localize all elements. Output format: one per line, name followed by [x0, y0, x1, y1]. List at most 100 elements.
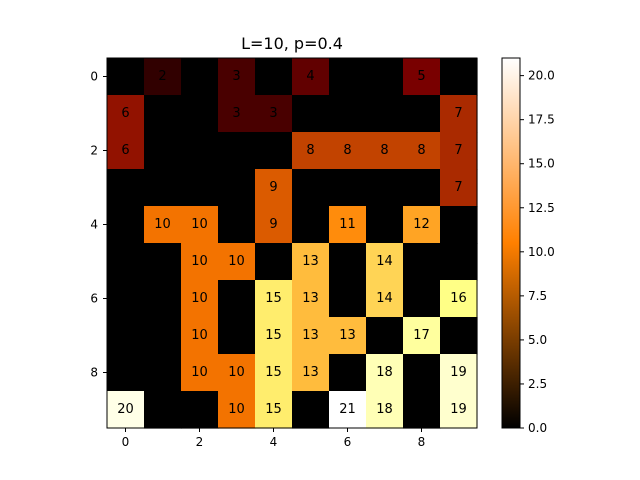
heatmap-cell: [403, 95, 441, 133]
heatmap-cell: [107, 58, 145, 96]
cell-value-label: 9: [269, 217, 277, 232]
colorbar-tick-label: 12.5: [528, 201, 555, 215]
x-axis: 0 2 4 6 8: [122, 428, 426, 449]
heatmap-cell: [144, 206, 182, 244]
heatmap-cell: [292, 58, 330, 96]
heatmap-cell: [181, 169, 219, 207]
y-axis: 0 2 4 6 8: [90, 70, 107, 380]
heatmap-cell: [218, 243, 256, 281]
heatmap-cell: [366, 58, 404, 96]
heatmap-cell: [366, 317, 404, 355]
heatmap-cell: [255, 280, 293, 318]
heatmap-cell: [440, 95, 478, 133]
heatmap-cell: [255, 354, 293, 392]
heatmap-cell: [403, 58, 441, 96]
cell-value-label: 19: [450, 402, 467, 417]
heatmap-cell: [218, 280, 256, 318]
heatmap-cell: [329, 206, 367, 244]
cell-value-label: 3: [232, 69, 240, 84]
cell-value-label: 18: [376, 402, 393, 417]
heatmap-labels: 2 3 4 5 6 3 3 7 6 8 8 8 8 7 9 7 10 10 9 11 12 10 10 13 14 10 15 13 1…: [117, 69, 467, 417]
heatmap-cell: [366, 169, 404, 207]
x-tick-label: 2: [196, 435, 204, 449]
heatmap-cell: [292, 206, 330, 244]
heatmap-cell: [181, 132, 219, 170]
heatmap-cell: [329, 58, 367, 96]
heatmap-cell: [107, 206, 145, 244]
cell-value-label: 8: [380, 143, 388, 158]
heatmap-cell: [366, 243, 404, 281]
heatmap-cell: [107, 95, 145, 133]
cell-value-label: 10: [191, 217, 208, 232]
heatmap-cell: [403, 280, 441, 318]
colorbar-tick-label: 20.0: [528, 69, 555, 83]
heatmap-cell: [329, 391, 367, 429]
colorbar-tick-label: 0.0: [528, 421, 547, 435]
heatmap-cell: [403, 243, 441, 281]
y-tick-label: 0: [90, 70, 98, 84]
heatmap-cell: [107, 354, 145, 392]
heatmap-cell: [255, 243, 293, 281]
heatmap-cell: [366, 391, 404, 429]
heatmap-cell: [107, 317, 145, 355]
heatmap-cell: [218, 354, 256, 392]
cell-value-label: 16: [450, 291, 467, 306]
cell-value-label: 9: [269, 180, 277, 195]
heatmap-cell: [144, 317, 182, 355]
cell-value-label: 7: [454, 180, 462, 195]
cell-value-label: 10: [154, 217, 171, 232]
cell-value-label: 14: [376, 254, 393, 269]
cell-value-label: 8: [306, 143, 314, 158]
heatmap-cell: [292, 132, 330, 170]
x-tick-label: 8: [418, 435, 426, 449]
heatmap-cell: [107, 132, 145, 170]
heatmap-cell: [292, 317, 330, 355]
heatmap-cell: [181, 317, 219, 355]
heatmap-cell: [329, 280, 367, 318]
heatmap-cell: [181, 391, 219, 429]
cell-value-label: 11: [339, 217, 356, 232]
heatmap-cell: [144, 58, 182, 96]
heatmap-cell: [403, 132, 441, 170]
cell-value-label: 10: [228, 254, 245, 269]
cell-value-label: 3: [232, 106, 240, 121]
heatmap-cell: [255, 391, 293, 429]
cell-value-label: 4: [306, 69, 314, 84]
heatmap-cell: [366, 206, 404, 244]
heatmap-cell: [292, 169, 330, 207]
colorbar-tick-label: 5.0: [528, 333, 547, 347]
heatmap-cell: [181, 243, 219, 281]
heatmap-cell: [255, 206, 293, 244]
heatmap-cell: [292, 280, 330, 318]
cell-value-label: 2: [158, 69, 166, 84]
cell-value-label: 6: [121, 143, 129, 158]
heatmap-cell: [144, 243, 182, 281]
colorbar: [501, 57, 521, 429]
heatmap-cell: [403, 317, 441, 355]
colorbar-tick-label: 10.0: [528, 245, 555, 259]
cell-value-label: 7: [454, 106, 462, 121]
cell-value-label: 13: [339, 328, 356, 343]
heatmap-cell: [181, 206, 219, 244]
heatmap-cell: [329, 169, 367, 207]
y-tick-label: 2: [90, 144, 98, 158]
heatmap-cell: [181, 354, 219, 392]
heatmap-cell: [255, 132, 293, 170]
heatmap-cell: [366, 354, 404, 392]
cell-value-label: 10: [191, 254, 208, 269]
cell-value-label: 18: [376, 365, 393, 380]
heatmap-cell: [144, 132, 182, 170]
heatmap-cell: [107, 280, 145, 318]
x-tick-label: 6: [344, 435, 352, 449]
heatmap-cell: [403, 206, 441, 244]
heatmap-cell: [255, 169, 293, 207]
heatmap-cell: [255, 317, 293, 355]
heatmap-cell: [144, 95, 182, 133]
heatmap-cell: [440, 206, 478, 244]
x-tick-label: 0: [122, 435, 130, 449]
cell-value-label: 12: [413, 217, 430, 232]
cell-value-label: 10: [228, 402, 245, 417]
heatmap-cell: [403, 354, 441, 392]
heatmap-cell: [440, 132, 478, 170]
cell-value-label: 13: [302, 254, 319, 269]
